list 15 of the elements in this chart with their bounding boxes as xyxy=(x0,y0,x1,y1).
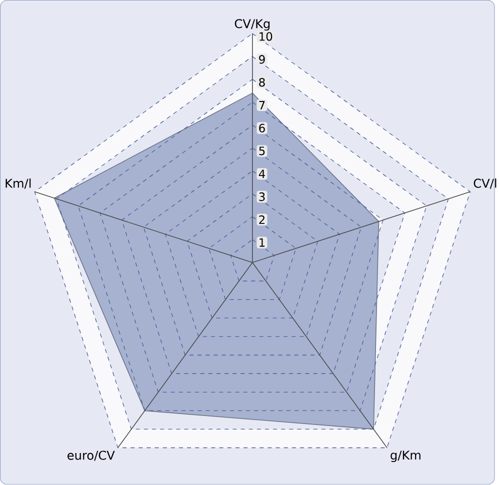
y-tick-label: 6 xyxy=(259,124,265,133)
y-tick-label: 1 xyxy=(260,238,265,247)
y-tick-label: 4 xyxy=(258,170,265,178)
spoke-label: g/Km xyxy=(390,450,420,462)
spoke-label: euro/CV xyxy=(68,450,115,461)
spoke-label: CV/Kg xyxy=(234,19,270,31)
spoke-label: CV/l xyxy=(474,178,496,189)
y-tick-label: 10 xyxy=(260,32,272,41)
y-tick-label: 7 xyxy=(259,101,265,110)
y-tick-label: 3 xyxy=(259,192,265,202)
y-tick-label: 5 xyxy=(259,146,265,156)
spoke-label: Km/l xyxy=(6,178,31,189)
y-tick-label: 2 xyxy=(259,216,264,224)
y-tick-label: 8 xyxy=(259,78,265,87)
y-tick-label: 9 xyxy=(259,55,265,64)
